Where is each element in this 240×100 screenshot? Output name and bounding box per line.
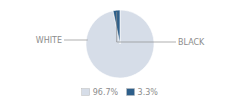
legend-label: 3.3%	[138, 88, 159, 97]
legend-label: 96.7%	[93, 88, 119, 97]
legend-item: 96.7%	[82, 88, 119, 97]
pie	[86, 10, 154, 78]
leader-line	[64, 40, 88, 41]
pie-slice	[86, 10, 154, 78]
slice-label: BLACK	[178, 38, 205, 47]
legend-item: 3.3%	[127, 88, 159, 97]
annotations: WHITE BLACK	[36, 12, 205, 47]
slice-label: WHITE	[36, 36, 62, 45]
chart: WHITE BLACK 96.7% 3.3%	[0, 0, 240, 100]
legend-swatch	[127, 89, 135, 96]
legend-swatch	[82, 89, 90, 96]
legend: 96.7% 3.3%	[82, 88, 159, 97]
leader-line	[117, 12, 176, 42]
